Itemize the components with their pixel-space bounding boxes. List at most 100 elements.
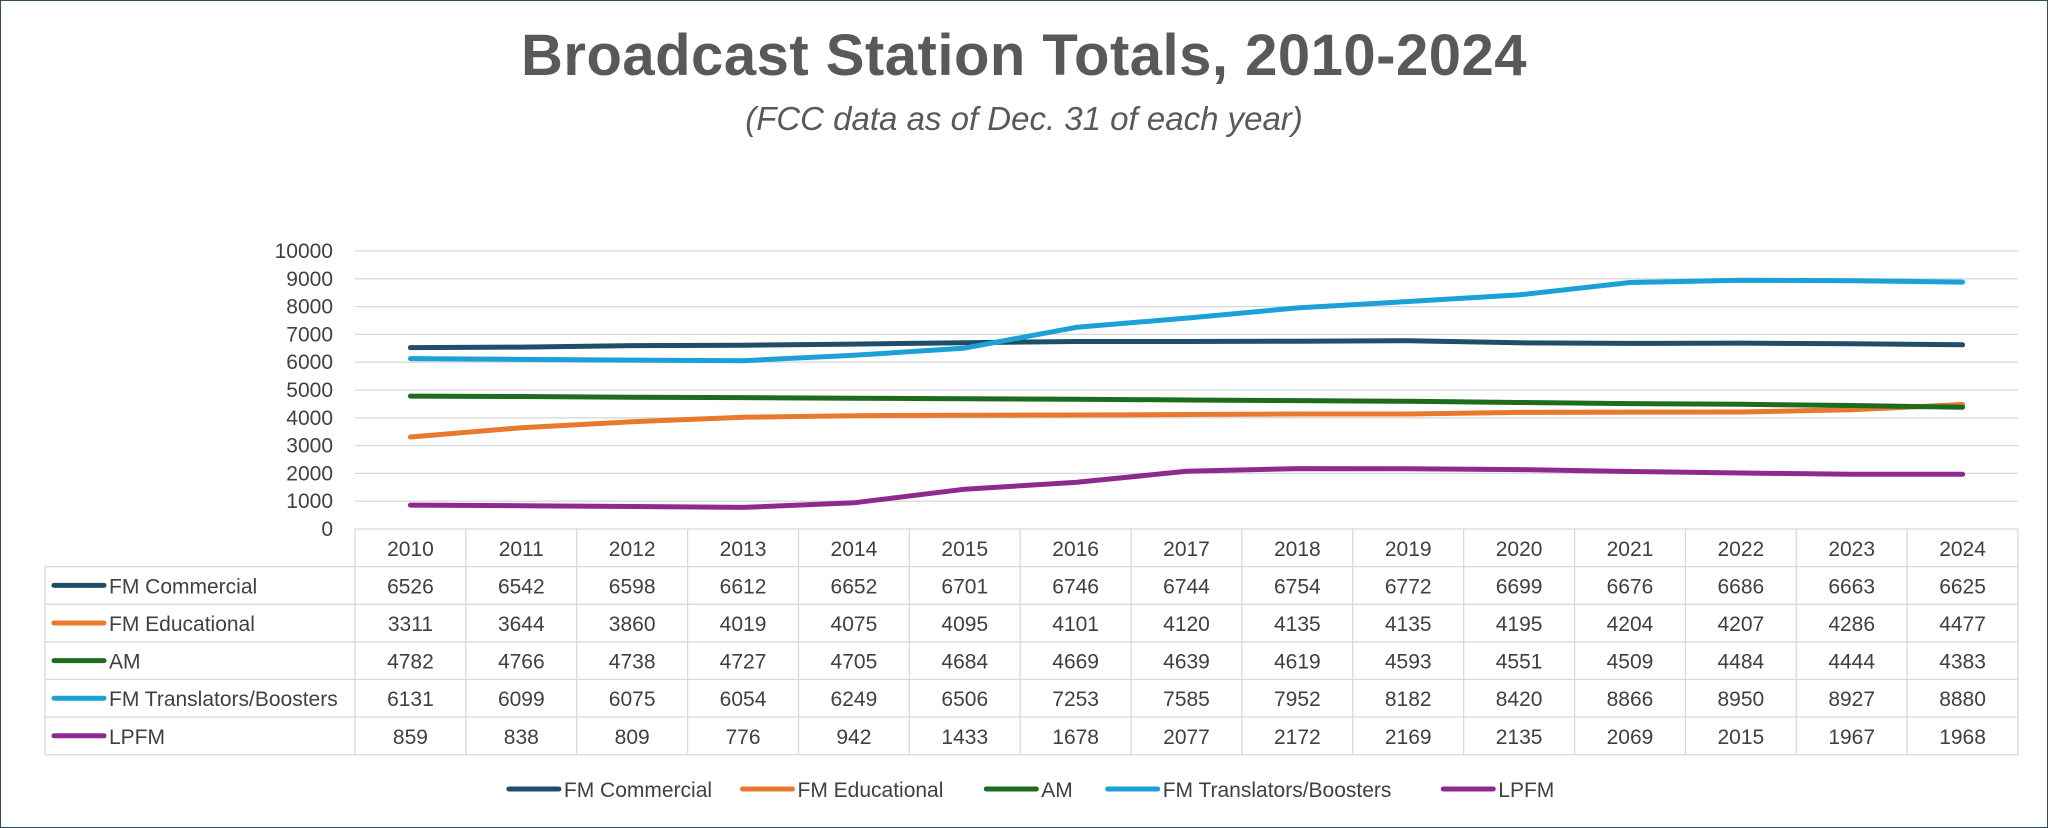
- data-table-cell: 4075: [831, 613, 878, 636]
- table-series-name: FM Commercial: [109, 575, 257, 598]
- data-table-cell: 6699: [1496, 575, 1543, 598]
- legend-label: FM Educational: [798, 779, 944, 802]
- data-table-cell: 7585: [1163, 688, 1210, 711]
- data-table-cell: 6131: [387, 688, 434, 711]
- data-table-cell: 7253: [1052, 688, 1099, 711]
- data-table-cell: 4669: [1052, 651, 1099, 674]
- data-table-cell: 6542: [498, 575, 545, 598]
- data-table-cell: 8866: [1607, 688, 1654, 711]
- data-table-cell: 4639: [1163, 651, 1210, 674]
- x-tick-label: 2023: [1828, 538, 1875, 561]
- data-table-cell: 6612: [720, 575, 767, 598]
- data-table-cell: 4135: [1274, 613, 1321, 636]
- data-table-cell: 776: [726, 726, 761, 749]
- data-table-cell: 4619: [1274, 651, 1321, 674]
- series-line: [407, 402, 1966, 440]
- data-table-cell: 4120: [1163, 613, 1210, 636]
- data-table-cell: 4766: [498, 651, 545, 674]
- data-table-cell: 1433: [941, 726, 988, 749]
- data-table-cell: 6663: [1828, 575, 1875, 598]
- data-table-cell: 8182: [1385, 688, 1432, 711]
- data-table-cell: 8927: [1828, 688, 1875, 711]
- x-tick-label: 2019: [1385, 538, 1432, 561]
- data-table-cell: 6652: [831, 575, 878, 598]
- y-tick-label: 8000: [286, 296, 333, 319]
- data-table-cell: 1967: [1828, 726, 1875, 749]
- data-table-cell: 2169: [1385, 726, 1432, 749]
- table-series-name: FM Educational: [109, 613, 255, 636]
- x-tick-label: 2021: [1607, 538, 1654, 561]
- data-table-cell: 4195: [1496, 613, 1543, 636]
- y-tick-label: 9000: [286, 268, 333, 291]
- data-table-cell: 8950: [1717, 688, 1764, 711]
- series-line: [407, 393, 1966, 410]
- data-table-cell: 4135: [1385, 613, 1432, 636]
- data-table-cell: 2069: [1607, 726, 1654, 749]
- data-table-cell: 1678: [1052, 726, 1099, 749]
- data-table-cell: 4705: [831, 651, 878, 674]
- data-table-cell: 2077: [1163, 726, 1210, 749]
- data-table-cell: 4509: [1607, 651, 1654, 674]
- data-table-cell: 4444: [1828, 651, 1875, 674]
- data-table-cell: 1968: [1939, 726, 1986, 749]
- data-table-cell: 4727: [720, 651, 767, 674]
- y-tick-label: 4000: [286, 407, 333, 430]
- legend-label: AM: [1041, 779, 1073, 802]
- data-table-cell: 8420: [1496, 688, 1543, 711]
- x-tick-label: 2013: [720, 538, 767, 561]
- table-series-name: AM: [109, 651, 141, 674]
- data-table-cell: 4593: [1385, 651, 1432, 674]
- data-table-cell: 6625: [1939, 575, 1986, 598]
- data-table-cell: 942: [836, 726, 871, 749]
- y-tick-label: 3000: [286, 435, 333, 458]
- series-line: [407, 466, 1966, 510]
- data-table-cell: 4477: [1939, 613, 1986, 636]
- y-tick-label: 5000: [286, 379, 333, 402]
- y-tick-label: 2000: [286, 462, 333, 485]
- data-table-cell: 6526: [387, 575, 434, 598]
- x-tick-label: 2024: [1939, 538, 1986, 561]
- data-table-cell: 2172: [1274, 726, 1321, 749]
- data-table-cell: 4551: [1496, 651, 1543, 674]
- data-table-cell: 6746: [1052, 575, 1099, 598]
- data-table-cell: 6054: [720, 688, 767, 711]
- data-table-cell: 6744: [1163, 575, 1210, 598]
- data-table-cell: 6676: [1607, 575, 1654, 598]
- x-tick-label: 2012: [609, 538, 656, 561]
- legend-label: LPFM: [1498, 779, 1554, 802]
- data-table-cell: 838: [504, 726, 539, 749]
- data-table-cell: 6099: [498, 688, 545, 711]
- x-tick-label: 2022: [1717, 538, 1764, 561]
- data-table-cell: 6772: [1385, 575, 1432, 598]
- y-tick-label: 6000: [286, 351, 333, 374]
- data-table-cell: 6701: [941, 575, 988, 598]
- data-table-cell: 4286: [1828, 613, 1875, 636]
- data-table-cell: 4383: [1939, 651, 1986, 674]
- x-tick-label: 2010: [387, 538, 434, 561]
- y-tick-label: 1000: [286, 490, 333, 513]
- data-table-cell: 6506: [941, 688, 988, 711]
- series-line: [407, 338, 1966, 351]
- y-tick-label: 7000: [286, 323, 333, 346]
- data-table-cell: 3311: [388, 613, 433, 636]
- x-tick-label: 2016: [1052, 538, 1099, 561]
- data-table-cell: 4782: [387, 651, 434, 674]
- data-table-cell: 6686: [1717, 575, 1764, 598]
- x-tick-label: 2014: [831, 538, 878, 561]
- data-table-cell: 4101: [1052, 613, 1099, 636]
- chart-subtitle: (FCC data as of Dec. 31 of each year): [745, 100, 1303, 137]
- data-table-cell: 2135: [1496, 726, 1543, 749]
- data-table-cell: 4738: [609, 651, 656, 674]
- x-tick-label: 2018: [1274, 538, 1321, 561]
- data-table-cell: 6075: [609, 688, 656, 711]
- data-table-cell: 3860: [609, 613, 656, 636]
- data-table-cell: 809: [615, 726, 650, 749]
- data-table-cell: 4484: [1717, 651, 1764, 674]
- y-tick-label: 10000: [275, 240, 333, 263]
- legend-label: FM Translators/Boosters: [1163, 779, 1392, 802]
- legend-label: FM Commercial: [564, 779, 712, 802]
- data-table-cell: 2015: [1717, 726, 1764, 749]
- table-series-name: FM Translators/Boosters: [109, 688, 338, 711]
- data-table-cell: 6754: [1274, 575, 1321, 598]
